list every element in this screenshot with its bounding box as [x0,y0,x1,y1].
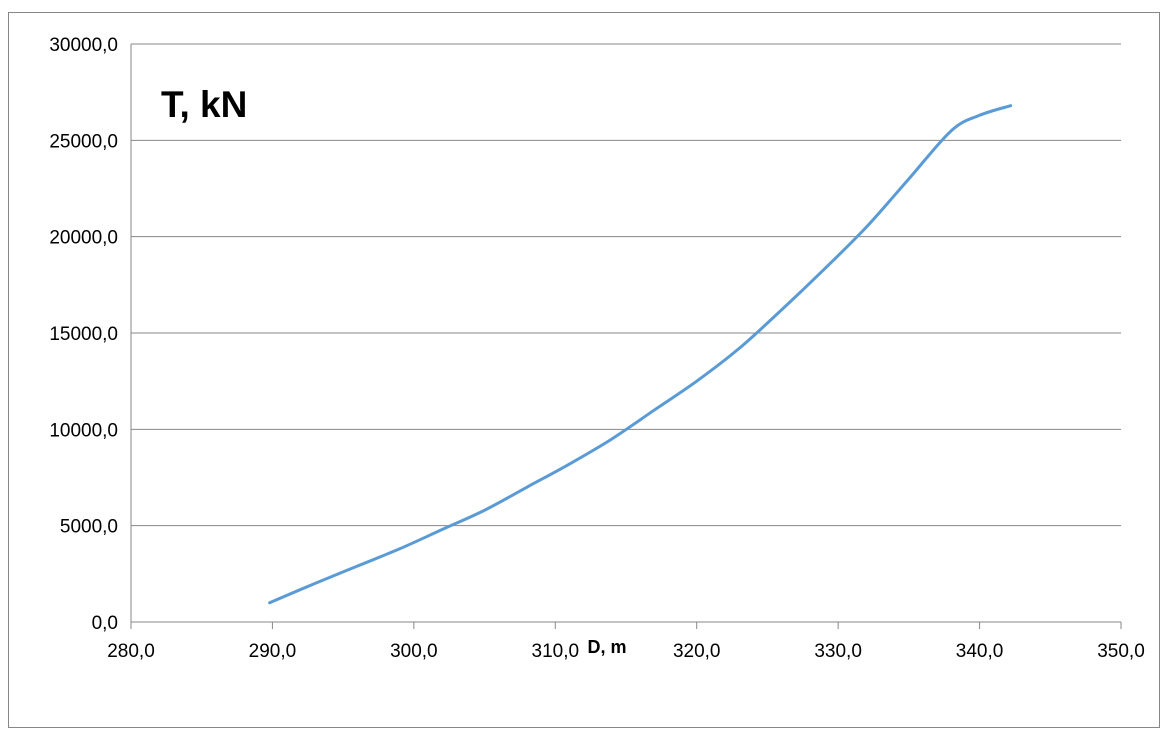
y-tick-label: 20000,0 [49,228,118,249]
series-line [268,104,1013,605]
series-layer [268,104,1013,605]
gridlines [131,43,1121,527]
y-axis-title: T, kN [161,84,247,125]
axes [130,44,1122,629]
line-chart: 0,0 5000,0 10000,0 15000,0 20000,0 25000,0 300… [49,35,1145,662]
x-axis-title: D, m [587,637,626,657]
x-tick-label: 290,0 [249,641,297,662]
y-tick-label: 10000,0 [49,420,118,441]
x-tick-labels: 280,0 290,0 300,0 310,0 320,0 330,0 340,0 350,0 [107,641,1145,662]
x-tick-label: 320,0 [673,641,721,662]
y-tick-label: 5000,0 [60,517,118,538]
chart-frame: 0,0 5000,0 10000,0 15000,0 20000,0 25000,0 300… [8,12,1160,728]
x-tick-label: 300,0 [390,641,438,662]
y-tick-label: 25000,0 [49,131,118,152]
x-tick-label: 340,0 [956,641,1004,662]
x-tick-label: 280,0 [107,641,155,662]
x-tick-label: 350,0 [1097,641,1145,662]
y-tick-label: 0,0 [92,613,118,634]
y-tick-labels: 0,0 5000,0 10000,0 15000,0 20000,0 25000,0 300… [49,35,118,634]
y-tick-label: 15000,0 [49,324,118,345]
x-tick-label: 310,0 [532,641,580,662]
y-tick-label: 30000,0 [49,35,118,56]
x-tick-label: 330,0 [814,641,862,662]
